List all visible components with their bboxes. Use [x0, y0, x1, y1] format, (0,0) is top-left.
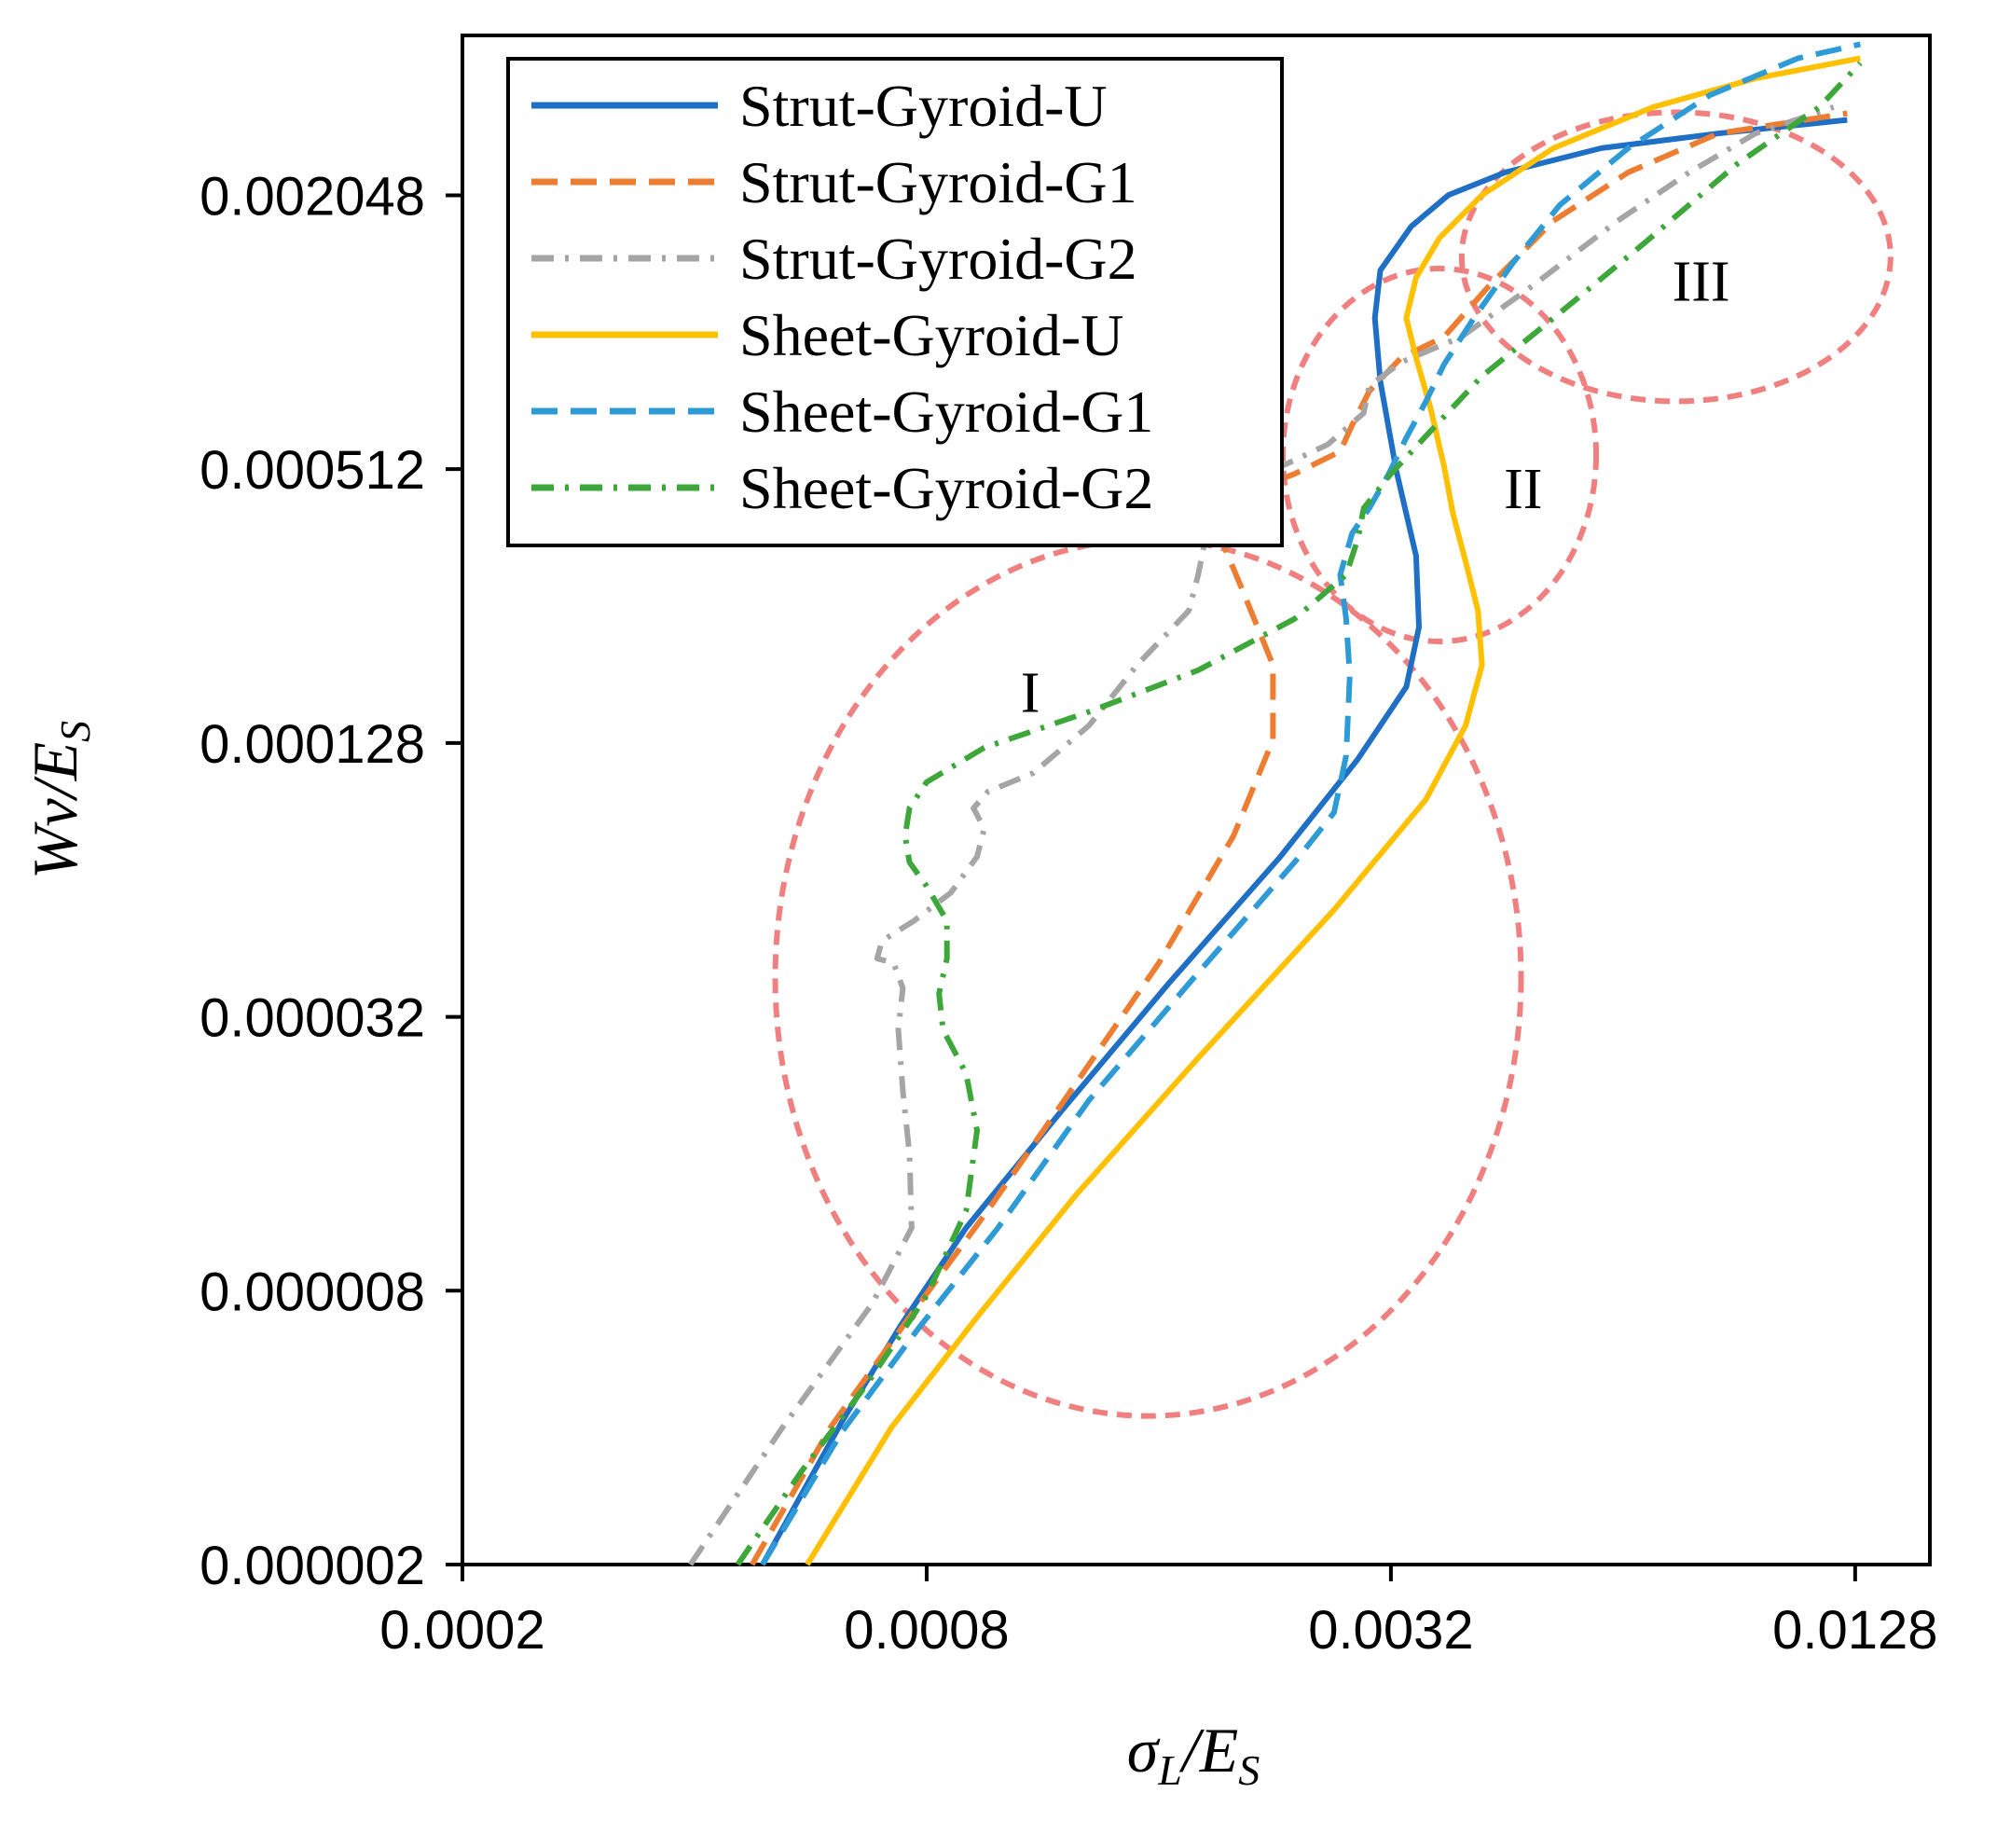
legend-label: Sheet-Gyroid-G2	[739, 455, 1153, 521]
x-axis-title: σL/ES	[1127, 1715, 1260, 1794]
y-axis-title: Wv/ES	[20, 721, 99, 879]
series-line-strut-gyroid-g1	[750, 110, 1848, 1566]
y-tick-label: 0.000512	[200, 440, 425, 501]
y-tick-label: 0.000128	[200, 714, 425, 775]
series-line-sheet-gyroid-u	[805, 55, 1861, 1566]
legend-label: Strut-Gyroid-G2	[739, 226, 1137, 292]
series-line-sheet-gyroid-g1	[760, 41, 1862, 1566]
legend-label: Strut-Gyroid-U	[739, 73, 1108, 139]
y-tick-label: 0.000002	[200, 1536, 425, 1596]
legend-label: Sheet-Gyroid-G1	[739, 379, 1153, 445]
x-tick-label: 0.0032	[1308, 1600, 1473, 1661]
x-tick-label: 0.0008	[844, 1600, 1009, 1661]
y-tick-label: 0.002048	[200, 166, 425, 227]
region-i-label: I	[1021, 661, 1040, 724]
series-line-strut-gyroid-g2	[688, 104, 1835, 1566]
x-tick-label: 0.0002	[379, 1600, 544, 1661]
y-tick-label: 0.000032	[200, 988, 425, 1049]
series-line-sheet-gyroid-g2	[735, 61, 1863, 1566]
series-lines	[688, 41, 1863, 1566]
x-tick-label: 0.0128	[1772, 1600, 1937, 1661]
legend: Strut-Gyroid-U Strut-Gyroid-G1 Strut-Gyroi…	[506, 57, 1284, 547]
legend-label: Strut-Gyroid-G1	[739, 149, 1137, 215]
region-i-ellipse	[772, 536, 1524, 1419]
region-iii-ellipse	[1458, 109, 1894, 405]
y-tick-label: 0.000008	[200, 1262, 425, 1322]
legend-box	[506, 57, 1284, 547]
region-iii-label: III	[1673, 251, 1730, 314]
region-ii-label: II	[1504, 458, 1542, 521]
legend-label: Sheet-Gyroid-U	[739, 302, 1123, 368]
series-line-strut-gyroid-u	[760, 117, 1848, 1566]
axes: 0.0002 0.0008 0.0032 0.0128 0.000002 0.000008…	[200, 166, 1937, 1661]
